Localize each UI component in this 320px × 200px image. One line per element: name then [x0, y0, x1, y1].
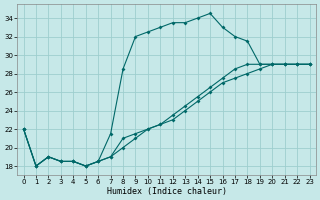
X-axis label: Humidex (Indice chaleur): Humidex (Indice chaleur): [107, 187, 227, 196]
